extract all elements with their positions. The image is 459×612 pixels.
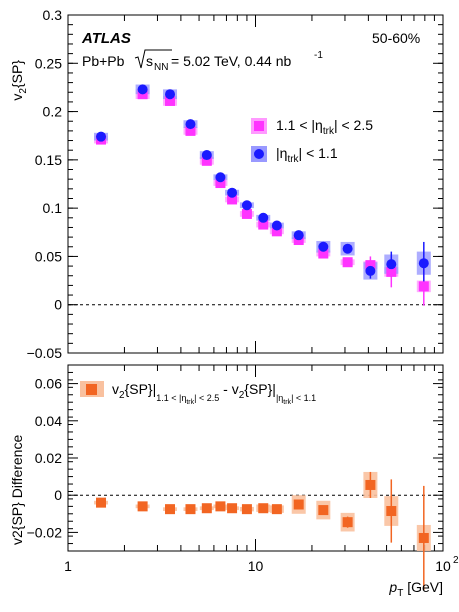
data-point [241, 504, 252, 515]
data-point [215, 501, 226, 512]
data-point [365, 479, 376, 490]
data-point [227, 187, 238, 198]
y-tick-label: 0.15 [35, 152, 62, 168]
bottom-legend: v2{SP}|1.1 < |ηtrk| < 2.5 - v2{SP}||ηtrk… [80, 381, 316, 406]
top-legend: 1.1 < |ηtrk| < 2.5 |ηtrk| < 1.1 [251, 117, 373, 165]
data-point [342, 517, 353, 528]
data-point [342, 257, 353, 268]
data-point [96, 131, 107, 142]
data-point [137, 501, 148, 512]
sqrt-sign-icon [134, 49, 172, 69]
energy-lumi: = 5.02 TeV, 0.44 nb [171, 53, 291, 69]
data-point [271, 220, 282, 231]
data-point [227, 503, 238, 514]
top-panel: −0.05 0 0.05 0.1 0.15 0.2 0.25 0.3 ATLAS 50-60%… [9, 7, 444, 361]
bottom-y-axis-title: v2{SP} Difference [9, 435, 25, 545]
data-point [185, 504, 196, 515]
data-point [365, 260, 376, 271]
sqrt-s-sub: NN [154, 62, 168, 73]
sqrt-s: s [146, 53, 153, 69]
y-tick-label: 0 [54, 487, 62, 503]
legend-outer-marker [254, 121, 264, 131]
data-point [258, 219, 269, 230]
data-point [293, 499, 304, 510]
x-tick-exponent: 2 [453, 555, 459, 566]
data-point [137, 84, 148, 95]
y-tick-label: 0.05 [35, 248, 62, 264]
data-point [241, 208, 252, 219]
data-point [258, 212, 269, 223]
x-tick-label: 1 [64, 558, 72, 574]
data-point [227, 194, 238, 205]
collision-info: Pb+Pb s NN = 5.02 TeV, 0.44 nb -1 [82, 49, 323, 73]
top-y-ticks: −0.05 0 0.05 0.1 0.15 0.2 0.25 0.3 [27, 7, 443, 361]
x-axis-title: pT [GeV] [388, 579, 443, 599]
legend-entry-outer: 1.1 < |ηtrk| < 2.5 [251, 117, 373, 137]
top-sys-bands [94, 84, 431, 293]
y-tick-label: −0.05 [27, 345, 63, 361]
legend-diff-marker [86, 384, 97, 395]
data-point [318, 248, 329, 259]
data-point [418, 258, 429, 269]
data-point [386, 506, 397, 517]
data-point [165, 89, 176, 100]
y-tick-label: 0.2 [43, 104, 63, 120]
centrality-label: 50-60% [372, 30, 420, 46]
y-tick-label: 0.1 [43, 200, 63, 216]
data-point [318, 241, 329, 252]
data-point [185, 125, 196, 136]
data-point [318, 505, 329, 516]
bottom-x-ticks: 1 10 10 2 [64, 365, 459, 574]
data-point [386, 266, 397, 277]
data-point [271, 226, 282, 237]
x-tick-label: 10 [248, 558, 264, 574]
y-tick-label: 0.04 [35, 413, 62, 429]
legend-diff-label: v2{SP}|1.1 < |ηtrk| < 2.5 - v2{SP}||ηtrk… [112, 381, 316, 406]
data-point [165, 95, 176, 106]
atlas-label: ATLAS [81, 30, 131, 47]
legend-inner-label: |ηtrk| < 1.1 [276, 145, 338, 165]
data-point [271, 504, 282, 515]
data-point [215, 172, 226, 183]
data-point [241, 200, 252, 211]
data-point [365, 265, 376, 276]
y-tick-label: 0.3 [43, 7, 63, 23]
data-point [201, 155, 212, 166]
data-point [185, 119, 196, 130]
data-point [293, 230, 304, 241]
data-point [418, 281, 429, 292]
data-point [342, 243, 353, 254]
legend-outer-label: 1.1 < |ηtrk| < 2.5 [276, 117, 373, 137]
top-y-axis-title: v2{SP} [9, 60, 29, 101]
y-tick-label: 0.25 [35, 55, 62, 71]
data-point [215, 178, 226, 189]
data-point [96, 497, 107, 508]
data-point [418, 532, 429, 543]
y-tick-label: 0.06 [35, 376, 62, 392]
y-tick-label: −0.02 [27, 524, 63, 540]
data-point [165, 504, 176, 515]
data-point [258, 503, 269, 514]
top-markers [96, 84, 429, 292]
lumi-exponent: -1 [314, 50, 323, 61]
bottom-markers [96, 479, 429, 543]
data-point [386, 259, 397, 270]
data-point [201, 150, 212, 161]
y-tick-label: 0 [54, 297, 62, 313]
legend-entry-inner: |ηtrk| < 1.1 [251, 145, 338, 165]
top-x-ticks [67, 15, 444, 353]
collision-system: Pb+Pb [82, 53, 125, 69]
data-point [201, 503, 212, 514]
y-tick-label: 0.02 [35, 450, 62, 466]
legend-inner-marker [254, 149, 264, 159]
bottom-y-ticks: −0.02 0 0.02 0.04 0.06 [27, 364, 443, 552]
x-tick-label: 10 [435, 558, 451, 574]
